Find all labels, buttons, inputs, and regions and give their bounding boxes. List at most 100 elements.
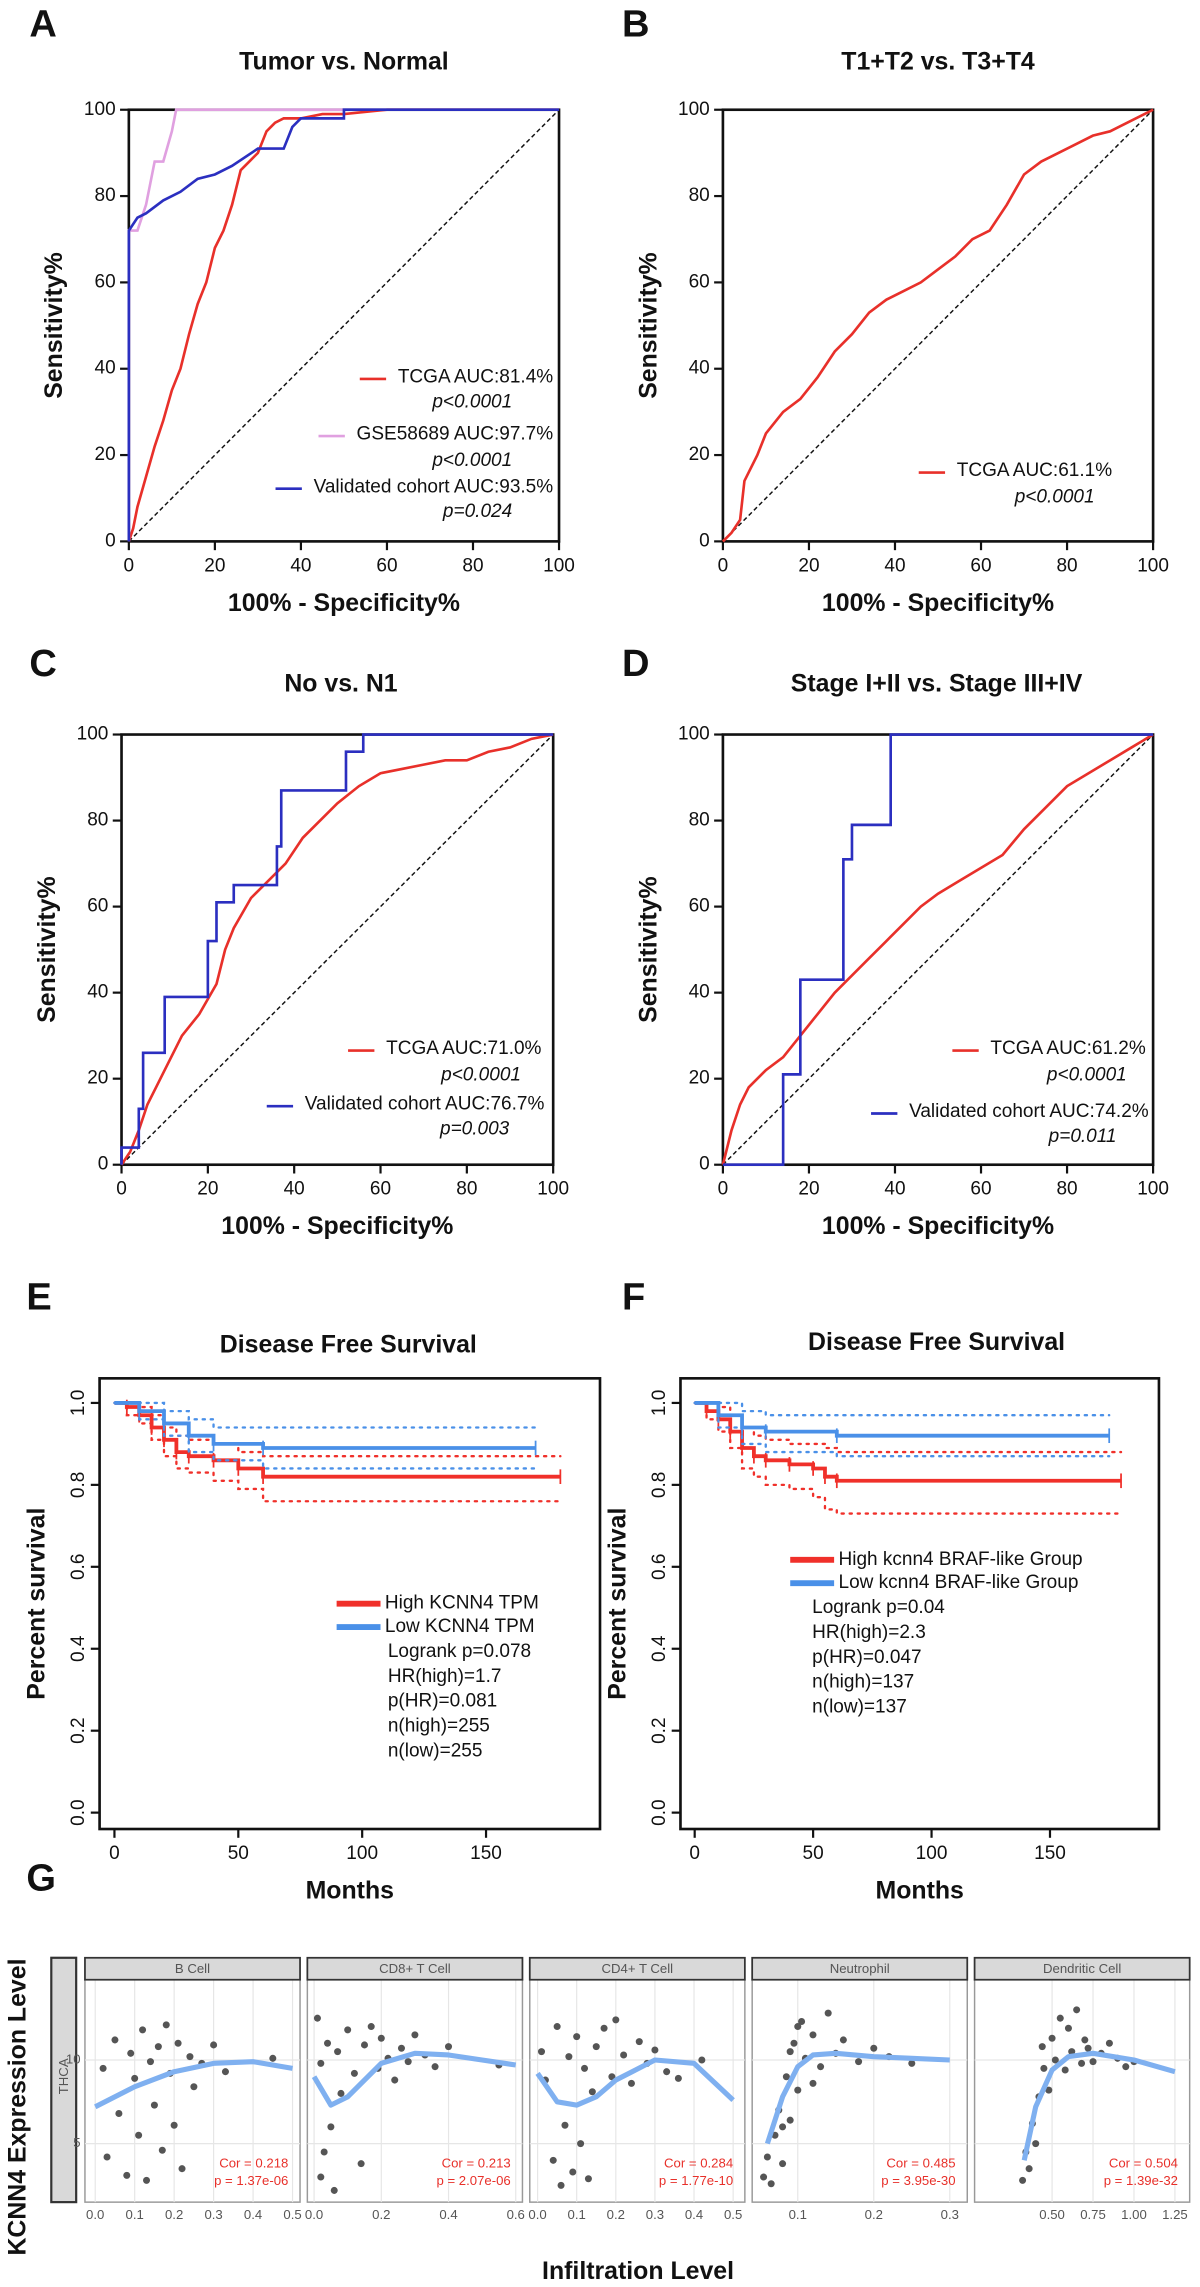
scatter-point: [767, 2180, 775, 2188]
x-tick-label: 150: [1034, 1843, 1066, 1864]
x-tick-label: 100: [1137, 555, 1169, 576]
scatter-point: [170, 2121, 178, 2129]
legend-label: Validated cohort AUC:93.5%: [314, 476, 554, 497]
chart-title: No vs. N1: [284, 669, 397, 697]
y-tick-label: 0.0: [649, 1799, 670, 1825]
y-tick-label: 40: [689, 982, 710, 1003]
scatter-point: [99, 2064, 107, 2072]
scatter-point: [186, 2053, 194, 2061]
reference-diagonal: [722, 109, 1154, 542]
x-tick-label: 0: [116, 1179, 127, 1200]
scatter-point: [150, 2101, 158, 2109]
legend-p-value: p<0.0001: [1014, 487, 1095, 508]
x-tick-label: 0.1: [568, 2207, 586, 2222]
scatter-point: [1038, 2043, 1046, 2051]
plot-frame: [721, 108, 1155, 543]
x-tick-label: 0.0: [86, 2207, 104, 2222]
facet-background: [529, 1978, 746, 2203]
scatter-point: [334, 2048, 342, 2056]
legend-label: TCGA AUC:61.2%: [990, 1038, 1145, 1059]
y-tick-label: 20: [95, 444, 116, 465]
facet-title: CD8+ T Cell: [379, 1961, 451, 1976]
scatter-point: [592, 2043, 600, 2051]
scatter-point: [269, 2054, 277, 2062]
scatter-point: [763, 2153, 771, 2161]
scatter-point: [786, 2116, 794, 2124]
x-tick-label: 0: [718, 1179, 729, 1200]
y-tick-label: 0.8: [68, 1472, 89, 1498]
x-tick-label: 100: [1137, 1179, 1169, 1200]
scatter-point: [178, 2165, 186, 2173]
y-tick-label: 60: [689, 896, 710, 917]
scatter-point: [317, 2059, 325, 2067]
facet-title: B Cell: [175, 1961, 210, 1976]
scatter-point: [790, 2039, 798, 2047]
scatter-point: [608, 2073, 616, 2081]
scatter-point: [174, 2039, 182, 2047]
scatter-point: [131, 2074, 139, 2082]
facet-strip: [84, 1956, 301, 1981]
scatter-point: [635, 2038, 643, 2046]
scatter-point: [1051, 2056, 1059, 2064]
scatter-point: [111, 2036, 119, 2044]
y-tick-label: 80: [689, 810, 710, 831]
reference-diagonal: [121, 734, 554, 1166]
y-axis-label: Percent survival: [604, 1508, 632, 1700]
reference-diagonal: [722, 734, 1154, 1166]
facet-title: Neutrophil: [830, 1961, 890, 1976]
legend-label: High KCNN4 TPM: [385, 1593, 539, 1614]
fit-line: [535, 2057, 735, 2108]
y-tick-label: 5: [73, 2135, 80, 2150]
scatter-point: [627, 2079, 635, 2087]
scatter-point: [1084, 2044, 1092, 2052]
x-tick-label: 20: [798, 555, 819, 576]
roc-curve: [721, 108, 1154, 543]
scatter-point: [221, 2068, 229, 2076]
x-tick-label: 0.3: [941, 2207, 959, 2222]
y-tick-label: 10: [66, 2051, 81, 2066]
scatter-point: [855, 2058, 863, 2066]
legend-label: Validated cohort AUC:74.2%: [909, 1101, 1149, 1122]
scatter-point: [313, 2014, 321, 2022]
scatter-point: [561, 2121, 569, 2129]
scatter-point: [1089, 2058, 1097, 2066]
correlation-annotation: p = 3.95e-30: [881, 2173, 955, 2188]
x-tick-label: 0.0: [528, 2207, 546, 2222]
scatter-point: [839, 2036, 847, 2044]
x-tick-label: 150: [470, 1843, 502, 1864]
correlation-annotation: p = 1.77e-10: [659, 2173, 733, 2188]
scatter-point: [824, 2009, 832, 2017]
scatter-point: [377, 2034, 385, 2042]
scatter-point: [1045, 2086, 1053, 2094]
x-tick-label: 0.6: [507, 2207, 525, 2222]
row-strip: [50, 1956, 78, 2204]
scatter-point: [809, 2031, 817, 2039]
scatter-point: [1105, 2039, 1113, 2047]
scatter-point: [870, 2044, 878, 2052]
facet-strip: [751, 1956, 969, 1981]
x-axis-label: Months: [306, 1876, 394, 1904]
facet-title: Dendritic Cell: [1043, 1961, 1121, 1976]
scatter-point: [330, 2186, 338, 2194]
correlation-annotation: Cor = 0.213: [442, 2156, 511, 2171]
confidence-bound: [693, 1401, 1123, 1454]
panel-letter: B: [622, 3, 649, 45]
scatter-point: [337, 2089, 345, 2097]
y-tick-label: 0.4: [649, 1635, 670, 1662]
correlation-annotation: p = 2.07e-06: [436, 2173, 510, 2188]
legend-label: High kcnn4 BRAF-like Group: [839, 1549, 1083, 1570]
scatter-point: [600, 2024, 608, 2032]
legend-p-value: p<0.0001: [1046, 1064, 1127, 1085]
facet-strip: [528, 1956, 746, 1981]
stat-text: p(HR)=0.081: [388, 1691, 497, 1712]
scatter-point: [135, 2131, 143, 2139]
x-tick-label: 100: [916, 1843, 948, 1864]
facet-title: CD4+ T Cell: [602, 1961, 674, 1976]
legend-label: Validated cohort AUC:76.7%: [305, 1094, 545, 1115]
scatter-point: [1064, 2024, 1072, 2032]
stat-text: HR(high)=2.3: [812, 1622, 926, 1643]
legend-p-value: p<0.0001: [431, 450, 512, 471]
correlation-annotation: Cor = 0.504: [1109, 2156, 1178, 2171]
y-tick-label: 80: [689, 185, 710, 206]
